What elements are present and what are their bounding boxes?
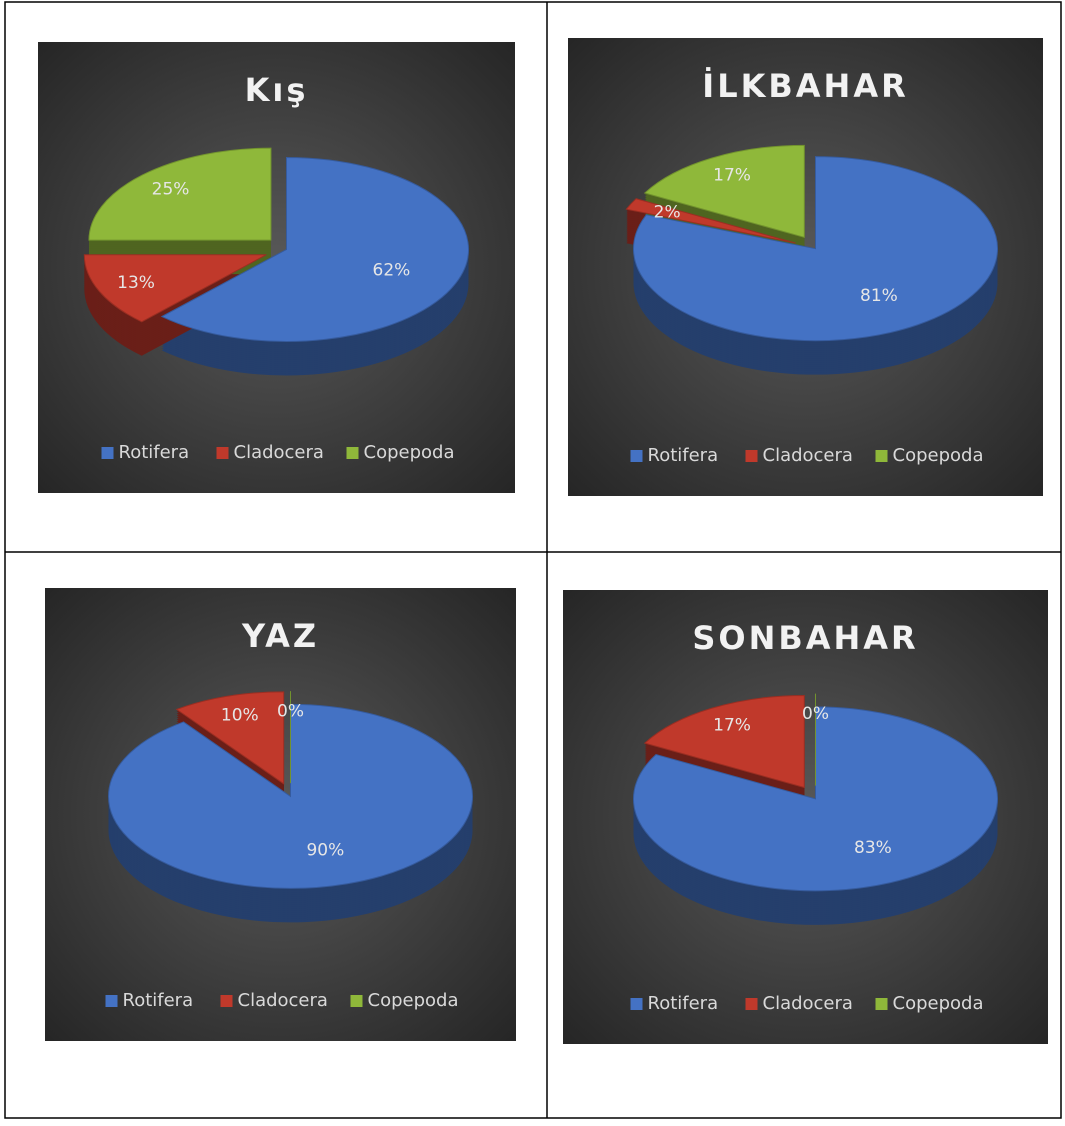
legend-label: Rotifera	[648, 445, 719, 466]
pie-slice	[633, 156, 998, 342]
chart-title: YAZ	[241, 617, 319, 655]
data-label: 90%	[306, 841, 344, 861]
legend-label: Cladocera	[238, 990, 328, 1011]
legend-marker	[350, 995, 363, 1007]
chart: İLKBAHAR 81% 2% 17% Rotifera Cladocera Copepod…	[568, 38, 1043, 496]
pie-slice	[160, 156, 469, 342]
pie-slice	[83, 254, 267, 323]
legend-marker	[875, 450, 888, 462]
data-label: 17%	[713, 716, 751, 736]
legend-marker	[101, 447, 114, 459]
legend-marker	[745, 998, 758, 1010]
legend-marker	[105, 995, 118, 1007]
chart-title: SONBAHAR	[692, 619, 918, 657]
legend-marker	[216, 447, 229, 459]
legend-label: Cladocera	[763, 445, 853, 466]
legend-label: Rotifera	[123, 990, 194, 1011]
pie-slice	[633, 706, 998, 892]
legend-label: Copepoda	[368, 990, 459, 1011]
chart: Kış 62% 13% 25% Rotifera Cladocera Copepoda	[38, 42, 515, 493]
data-label: 83%	[854, 838, 892, 858]
legend-marker	[630, 998, 643, 1010]
legend-marker	[875, 998, 888, 1010]
chart-title: İLKBAHAR	[702, 67, 908, 105]
legend-label: Cladocera	[763, 993, 853, 1014]
legend-label: Cladocera	[234, 442, 324, 463]
legend-label: Copepoda	[364, 442, 455, 463]
pie-slice	[625, 198, 796, 244]
pie-slice	[88, 147, 272, 241]
legend-label: Copepoda	[893, 445, 984, 466]
chart: SONBAHAR 83% 17% 0% Rotifera Cladocera Copepod…	[563, 590, 1048, 1044]
data-label: 62%	[373, 260, 411, 280]
data-label: 25%	[152, 179, 190, 199]
data-label: 2%	[654, 203, 681, 223]
data-label: 0%	[802, 704, 829, 724]
data-label: 81%	[860, 286, 898, 306]
pie-slice	[643, 694, 805, 789]
table-border	[4, 1, 1062, 1119]
legend-marker	[630, 450, 643, 462]
pie-slice	[108, 703, 473, 889]
legend-label: Rotifera	[119, 442, 190, 463]
legend-marker	[220, 995, 233, 1007]
data-label: 17%	[713, 166, 751, 186]
data-label: 0%	[277, 701, 304, 721]
legend-marker	[346, 447, 359, 459]
pie-slice	[643, 144, 805, 238]
legend-marker	[745, 450, 758, 462]
chart-title: Kış	[245, 71, 309, 109]
chart: YAZ 90% 10% 0% Rotifera Cladocera Copepoda	[45, 588, 516, 1041]
legend-label: Copepoda	[893, 993, 984, 1014]
data-label: 10%	[221, 706, 259, 726]
data-label: 13%	[117, 273, 155, 293]
legend-label: Rotifera	[648, 993, 719, 1014]
pie-slice	[175, 691, 285, 785]
